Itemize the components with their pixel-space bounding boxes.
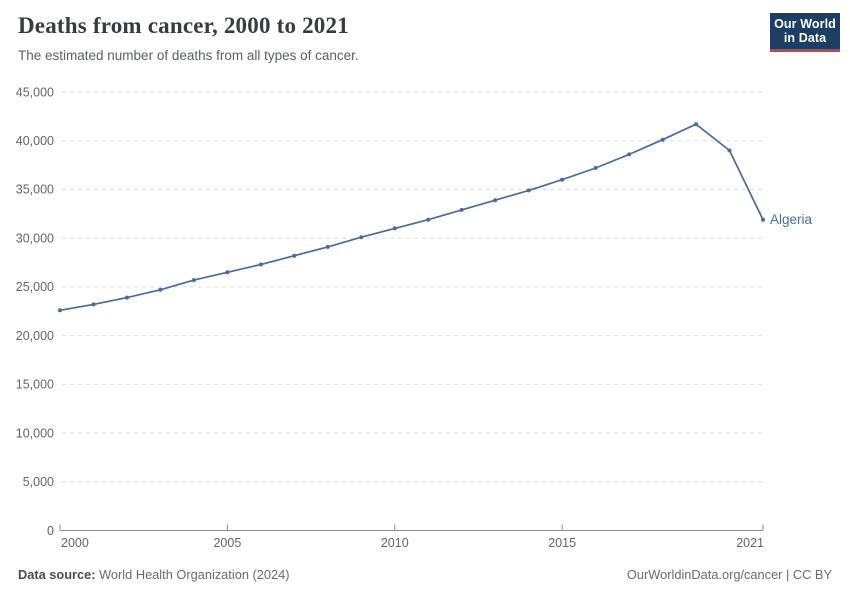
x-tick-label: 2000 [61, 536, 89, 550]
data-source-value: World Health Organization (2024) [95, 567, 290, 582]
y-tick-label: 45,000 [16, 85, 54, 99]
data-point [158, 287, 163, 292]
series-line-algeria [59, 123, 764, 312]
y-tick-label: 35,000 [16, 183, 54, 197]
y-tick-label: 25,000 [16, 280, 54, 294]
data-point [727, 148, 732, 153]
y-tick-label: 10,000 [16, 426, 54, 440]
data-point [392, 226, 397, 231]
data-point [258, 262, 263, 267]
y-tick-label: 0 [47, 524, 54, 538]
x-tick-label: 2021 [736, 536, 764, 550]
chart-header: Deaths from cancer, 2000 to 2021 The est… [18, 12, 718, 64]
data-point [593, 166, 598, 170]
chart-subtitle: The estimated number of deaths from all … [18, 48, 359, 63]
owid-logo-line2: in Data [783, 31, 827, 45]
entity-label-algeria: Algeria [770, 212, 813, 227]
x-tick-label: 2005 [213, 536, 241, 550]
data-point [694, 122, 698, 127]
data-point [426, 217, 431, 222]
data-point [125, 295, 129, 300]
data-point [191, 278, 196, 283]
chart-title: Deaths from cancer, 2000 to 2021 [18, 13, 349, 38]
data-point [325, 244, 330, 249]
data-point [660, 137, 665, 142]
data-point [526, 188, 531, 193]
y-tick-label: 15,000 [16, 378, 54, 392]
x-tick-label: 2015 [548, 536, 576, 550]
x-tick-label: 2010 [381, 536, 409, 550]
data-point [91, 302, 96, 307]
data-point [560, 177, 565, 182]
data-point [58, 308, 62, 313]
data-source-label: Data source: [18, 567, 96, 582]
data-point [292, 253, 297, 258]
owid-logo[interactable]: Our World in Data [770, 13, 840, 52]
chart-footer: Data source: World Health Organization (… [18, 567, 832, 583]
data-point [493, 198, 498, 203]
data-point [459, 207, 464, 212]
footer-link[interactable]: OurWorldinData.org/cancer | CC BY [626, 567, 832, 582]
y-tick-label: 5,000 [23, 475, 54, 489]
owid-logo-line1: Our World [774, 16, 836, 31]
data-point [627, 152, 632, 157]
data-point [359, 235, 364, 240]
data-point [761, 217, 765, 222]
y-tick-label: 20,000 [16, 329, 54, 343]
data-point [225, 270, 230, 275]
data-source: Data source: World Health Organization (… [18, 567, 289, 583]
y-tick-label: 40,000 [16, 134, 54, 148]
y-tick-label: 30,000 [16, 231, 54, 245]
